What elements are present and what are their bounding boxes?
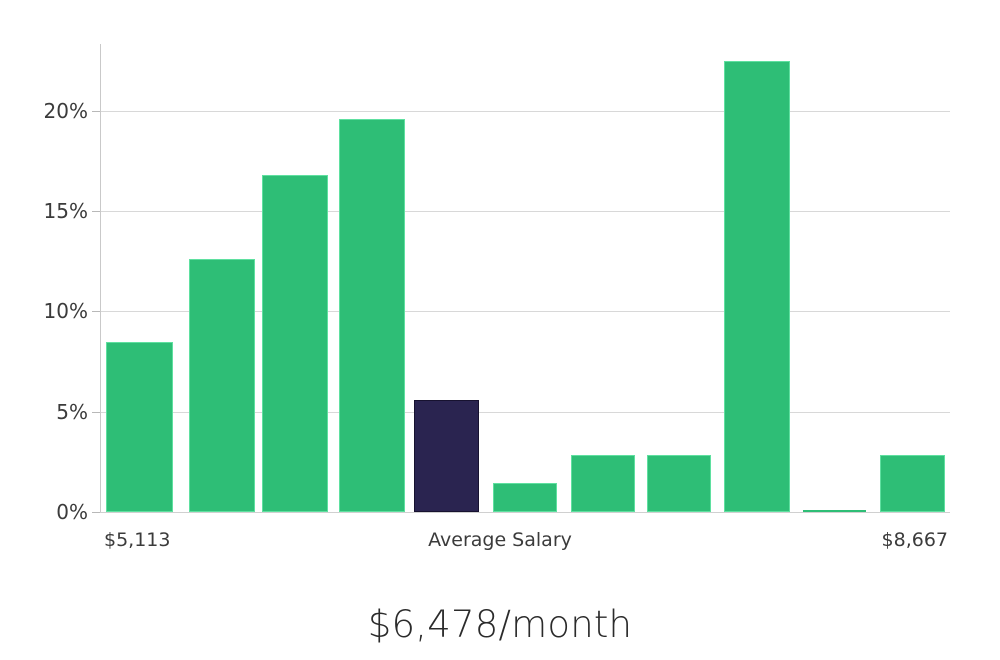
x-tick-label-min: $5,113 (104, 529, 171, 551)
bar-4[interactable] (339, 119, 405, 512)
y-tick-label-5: 5% (56, 400, 88, 424)
y-tick-0 (92, 512, 100, 513)
gridline-20 (100, 111, 950, 112)
gridline-5 (100, 412, 950, 413)
y-axis-spine (100, 44, 102, 513)
gridline-15 (100, 211, 950, 212)
bar-5-highlight-average[interactable] (414, 400, 479, 512)
x-tick-label-max: $8,667 (881, 529, 948, 551)
y-tick-15 (92, 211, 100, 212)
bar-8[interactable] (647, 455, 711, 512)
bar-11[interactable] (880, 455, 945, 512)
y-tick-label-0: 0% (56, 500, 88, 524)
bar-1[interactable] (106, 342, 173, 512)
bar-10[interactable] (803, 510, 866, 512)
y-tick-20 (92, 111, 100, 112)
y-tick-label-10: 10% (43, 299, 88, 323)
bar-7[interactable] (571, 455, 635, 512)
y-tick-label-15: 15% (43, 199, 88, 223)
chart-caption-average-salary: $6,478/month (367, 603, 633, 646)
y-tick-label-20: 20% (43, 99, 88, 123)
bar-2[interactable] (189, 259, 255, 512)
y-tick-5 (92, 412, 100, 413)
x-axis-title: Average Salary (428, 529, 572, 551)
x-axis-baseline (100, 512, 950, 514)
y-tick-10 (92, 311, 100, 312)
gridline-10 (100, 311, 950, 312)
bar-6[interactable] (493, 483, 557, 512)
bar-3[interactable] (262, 175, 328, 512)
bar-9[interactable] (724, 61, 790, 512)
